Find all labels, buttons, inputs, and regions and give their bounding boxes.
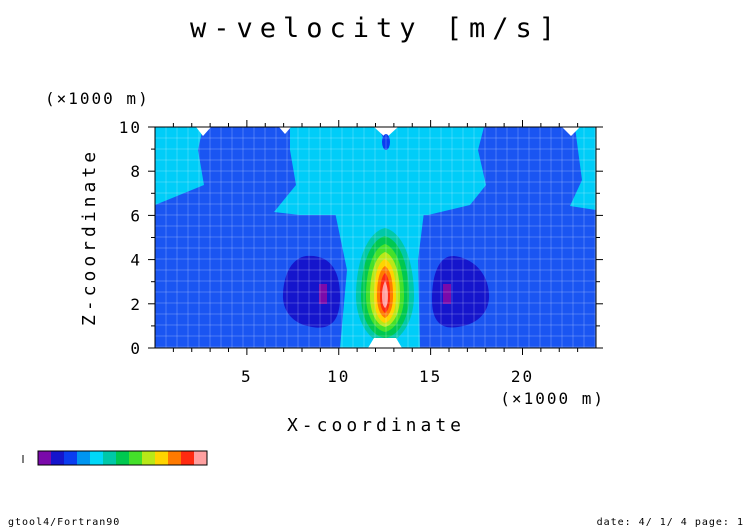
region-upper-band [155, 127, 596, 215]
colorbar-swatch [90, 451, 103, 465]
colorbar-swatch [116, 451, 129, 465]
region-top-gap-mid [279, 127, 291, 134]
region-dark-lobe-right [432, 255, 490, 328]
region-top-gap-right [562, 127, 580, 136]
x-tick-label: 10 [327, 367, 350, 386]
colorbar-swatch [155, 451, 168, 465]
region-core-purple-right [443, 284, 451, 304]
region-core-purple-left [319, 284, 327, 304]
x-tick-label: 15 [419, 367, 442, 386]
region-top-gap-center [374, 127, 398, 138]
colorbar-swatch [38, 451, 51, 465]
y-tick-label: 0 [130, 339, 142, 358]
y-tick-label: 4 [130, 251, 142, 270]
colorbar-swatch [142, 451, 155, 465]
y-units-label: (×1000 m) [45, 89, 150, 108]
colorbar-swatch [129, 451, 142, 465]
region-dark-lobe-left [282, 255, 341, 328]
footer-left: gtool4/Fortran90 [8, 517, 120, 528]
colorbar-frame [37, 450, 208, 466]
colorbar-legend [22, 450, 208, 466]
y-tick-label: 8 [130, 162, 142, 181]
region-top-gap-left [196, 127, 211, 136]
contour-field [155, 127, 596, 348]
y-tick-label: 2 [130, 295, 142, 314]
y-tick-label: 6 [130, 206, 142, 225]
gridlines [155, 127, 596, 348]
colorbar-swatch [194, 451, 207, 465]
region-bottom-gap [368, 338, 402, 348]
x-axis-label: X-coordinate [287, 415, 465, 436]
x-tick-label: 20 [511, 367, 534, 386]
x-tick-label: 5 [241, 367, 253, 386]
footer-right: date: 4/ 1/ 4 page: 1 [597, 517, 744, 528]
y-axis-label: Z-coordinate [79, 148, 100, 326]
colorbar-swatch [51, 451, 64, 465]
chart-title: w-velocity [m/s] [190, 13, 562, 44]
colorbar-swatch [64, 451, 77, 465]
colorbar-swatch [103, 451, 116, 465]
region-top-center-blob [382, 134, 390, 150]
colorbar-swatch [168, 451, 181, 465]
colorbar-swatch [77, 451, 90, 465]
colorbar-swatch [181, 451, 194, 465]
central-rings [356, 228, 414, 344]
y-tick-label: 10 [119, 118, 142, 137]
x-units-label: (×1000 m) [500, 389, 605, 408]
axes: 5 10 15 20 0 2 4 6 8 10 [119, 118, 603, 386]
